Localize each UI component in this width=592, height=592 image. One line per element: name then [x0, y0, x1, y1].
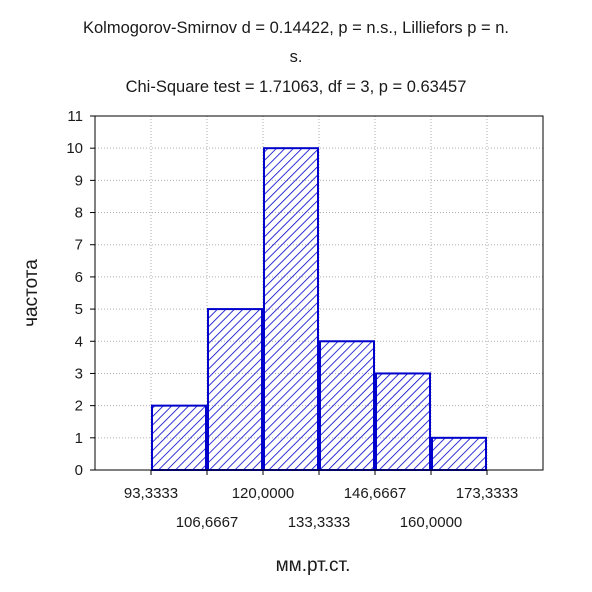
- x-tick-label: 160,0000: [400, 514, 463, 531]
- x-tick-label: 133,3333: [288, 514, 351, 531]
- y-tick-label: 3: [75, 365, 83, 382]
- y-tick-label: 8: [75, 205, 83, 222]
- x-tick-label: 173,3333: [456, 485, 519, 502]
- y-tick-label: 7: [75, 237, 83, 254]
- y-tick-label: 5: [75, 301, 83, 318]
- ticks: 0 1 2 3 4 5 6 7 8 9 10 11 93,3333 120,0000 146,6667 173…: [66, 108, 518, 531]
- y-tick-label: 6: [75, 269, 83, 286]
- y-tick-label: 2: [75, 398, 83, 415]
- histogram-bar: [375, 372, 431, 472]
- y-tick-label: 4: [75, 333, 83, 350]
- histogram-bar: [430, 436, 487, 471]
- y-tick-label: 0: [75, 462, 83, 479]
- histogram-bar: [207, 308, 263, 471]
- chart-title-line-1: Kolmogorov-Smirnov d = 0.14422, p = n.s.…: [82, 19, 510, 37]
- x-axis-label: мм.рт.ст.: [276, 555, 351, 576]
- x-tick-label: 93,3333: [124, 485, 178, 502]
- chart-title-line-3: Chi-Square test = 1.71063, df = 3, p = 0…: [125, 78, 467, 96]
- histogram-bar: [262, 147, 319, 471]
- y-axis-label: частота: [21, 259, 42, 327]
- histogram-bar: [318, 340, 376, 472]
- y-tick-label: 11: [67, 108, 83, 125]
- x-tick-label: 106,6667: [176, 514, 239, 531]
- x-tick-label: 146,6667: [344, 485, 407, 502]
- y-tick-label: 1: [75, 430, 83, 447]
- x-tick-label: 120,0000: [232, 485, 295, 502]
- histogram-bar: [150, 404, 208, 471]
- y-tick-label: 9: [75, 172, 83, 189]
- bars: [150, 147, 487, 472]
- chart-title-line-2: s.: [289, 48, 303, 66]
- y-tick-label: 10: [66, 140, 83, 157]
